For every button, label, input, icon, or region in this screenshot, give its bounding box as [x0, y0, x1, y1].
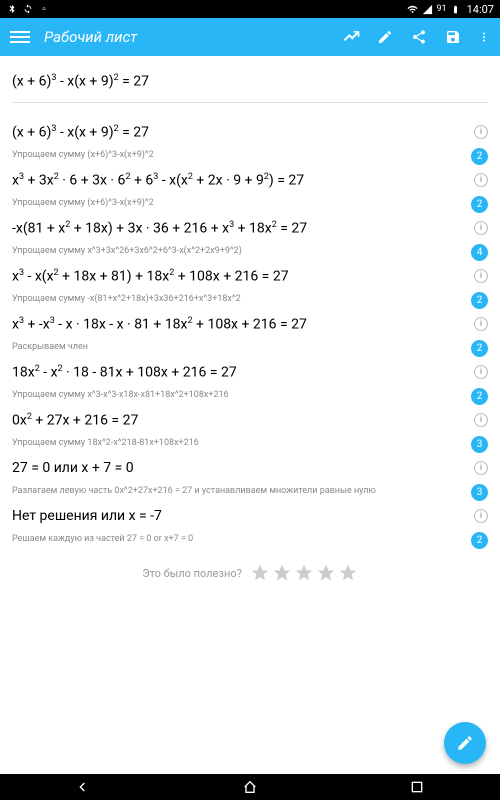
status-right: 91 14:07 — [406, 3, 494, 16]
step-hint: Упрощаем сумму x^3-x^3-x18x-x81+18x^2+10… — [12, 387, 471, 405]
graph-icon[interactable] — [342, 28, 360, 46]
step-math: x3 - x(x2 + 18x + 81) + 18x2 + 108x + 21… — [12, 268, 289, 285]
info-icon[interactable]: i — [474, 173, 488, 187]
rating-section: Это было полезно? — [12, 549, 488, 597]
star-icon[interactable] — [272, 563, 292, 583]
step-hint: Решаем каждую из частей 27 = 0 or x+7 = … — [12, 531, 471, 549]
step-badge[interactable]: 2 — [471, 148, 488, 165]
step-row[interactable]: 27 = 0 или x + 7 = 0 i — [12, 453, 488, 483]
app-actions — [342, 28, 490, 46]
step-row[interactable]: -x(81 + x2 + 18x) + 3x · 36 + 216 + x3 +… — [12, 213, 488, 243]
step-row[interactable]: (x + 6)3 - x(x + 9)2 = 27 i — [12, 117, 488, 147]
cell-icon — [421, 3, 433, 15]
nav-recent[interactable] — [406, 776, 428, 798]
step-hint: Упрощаем сумму (x+6)^3-x(x+9)^2 — [12, 195, 471, 213]
nav-home[interactable] — [239, 776, 261, 798]
step-hint: Разлагаем левую часть 0x^2+27x+216 = 27 … — [12, 483, 471, 501]
battery-icon — [450, 3, 462, 15]
bluetooth-icon — [6, 3, 18, 15]
step-math: 27 = 0 или x + 7 = 0 — [12, 460, 134, 476]
info-icon[interactable]: i — [474, 413, 488, 427]
app-bar: Рабочий лист — [0, 18, 500, 56]
step-math: x3 + 3x2 · 6 + 3x · 62 + 63 - x(x2 + 2x … — [12, 172, 304, 189]
step-row[interactable]: x3 - x(x2 + 18x + 81) + 18x2 + 108x + 21… — [12, 261, 488, 291]
step-row[interactable]: 0x2 + 27x + 216 = 27 i — [12, 405, 488, 435]
step-row[interactable]: 18x2 - x2 · 18 - 81x + 108x + 216 = 27 i — [12, 357, 488, 387]
step-math: (x + 6)3 - x(x + 9)2 = 27 — [12, 124, 149, 141]
problem-math: (x + 6)3 - x(x + 9)2 = 27 — [12, 73, 149, 90]
star-icon[interactable] — [338, 563, 358, 583]
step-badge[interactable]: 2 — [471, 340, 488, 357]
rating-text: Это было полезно? — [142, 567, 242, 580]
problem-row: (x + 6)3 - x(x + 9)2 = 27 — [12, 66, 488, 96]
clock: 14:07 — [467, 3, 494, 16]
step-badge[interactable]: 2 — [471, 532, 488, 549]
step-badge[interactable]: 3 — [471, 436, 488, 453]
pencil-icon — [456, 734, 474, 752]
share-icon[interactable] — [410, 28, 428, 46]
fab-edit[interactable] — [444, 722, 486, 764]
step-badge[interactable]: 2 — [471, 388, 488, 405]
step-row[interactable]: x3 + 3x2 · 6 + 3x · 62 + 63 - x(x2 + 2x … — [12, 165, 488, 195]
content[interactable]: (x + 6)3 - x(x + 9)2 = 27 (x + 6)3 - x(x… — [0, 56, 500, 771]
wifi-icon — [406, 3, 418, 15]
sync-icon — [22, 3, 34, 15]
info-icon[interactable]: i — [474, 365, 488, 379]
star-icon[interactable] — [250, 563, 270, 583]
step-math: Нет решения или x = -7 — [12, 508, 162, 524]
status-bar: ▫ 91 14:07 — [0, 0, 500, 18]
step-badge[interactable]: 4 — [471, 244, 488, 261]
step-badge[interactable]: 2 — [471, 292, 488, 309]
step-math: 0x2 + 27x + 216 = 27 — [12, 412, 138, 429]
info-icon[interactable]: i — [474, 509, 488, 523]
menu-icon[interactable] — [10, 31, 30, 43]
nav-back[interactable] — [72, 776, 94, 798]
step-badge[interactable]: 2 — [471, 196, 488, 213]
edit-icon[interactable] — [376, 28, 394, 46]
star-icon[interactable] — [316, 563, 336, 583]
signal-icon: ▫ — [38, 3, 50, 15]
star-icon[interactable] — [294, 563, 314, 583]
rating-stars[interactable] — [250, 563, 358, 583]
status-left: ▫ — [6, 3, 50, 15]
info-icon[interactable]: i — [474, 317, 488, 331]
info-icon[interactable]: i — [474, 125, 488, 139]
step-hint: Упрощаем сумму (x+6)^3-x(x+9)^2 — [12, 147, 471, 165]
nav-bar — [0, 774, 500, 800]
step-math: -x(81 + x2 + 18x) + 3x · 36 + 216 + x3 +… — [12, 220, 307, 237]
info-icon[interactable]: i — [474, 269, 488, 283]
step-math: 18x2 - x2 · 18 - 81x + 108x + 216 = 27 — [12, 364, 237, 381]
step-hint: Раскрываем член — [12, 339, 471, 357]
more-icon[interactable] — [478, 28, 490, 46]
step-badge[interactable]: 3 — [471, 484, 488, 501]
info-icon[interactable]: i — [474, 461, 488, 475]
info-icon[interactable]: i — [474, 221, 488, 235]
divider — [12, 102, 488, 103]
battery-pct: 91 — [436, 4, 446, 14]
step-row[interactable]: Нет решения или x = -7 i — [12, 501, 488, 531]
app-title: Рабочий лист — [44, 28, 342, 46]
step-row[interactable]: x3 + -x3 - x · 18x - x · 81 + 18x2 + 108… — [12, 309, 488, 339]
step-hint: Упрощаем сумму x^3+3x^26+3x6^2+6^3-x(x^2… — [12, 243, 471, 261]
save-icon[interactable] — [444, 28, 462, 46]
step-hint: Упрощаем сумму -x(81+x^2+18x)+3x36+216+x… — [12, 291, 471, 309]
step-hint: Упрощаем сумму 18x^2-x^218-81x+108x+216 — [12, 435, 471, 453]
step-math: x3 + -x3 - x · 18x - x · 81 + 18x2 + 108… — [12, 316, 307, 333]
